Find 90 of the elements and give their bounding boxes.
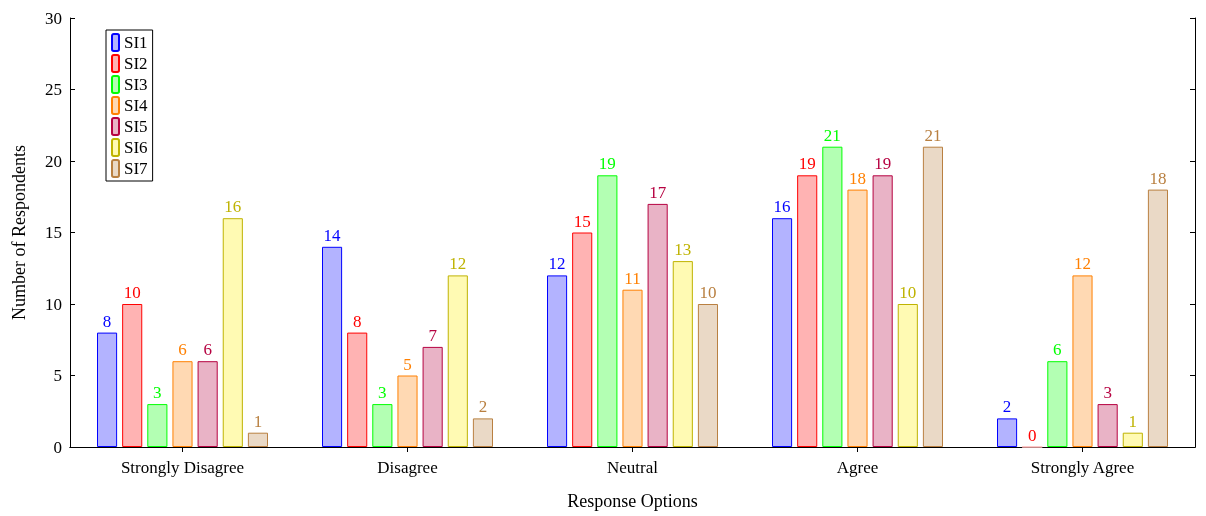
bar xyxy=(422,346,443,447)
legend-label: SI1 xyxy=(124,33,148,52)
legend-label: SI6 xyxy=(124,138,148,157)
x-tick-label: Strongly Disagree xyxy=(120,458,245,477)
x-tick-label: Strongly Agree xyxy=(1030,458,1135,477)
data-label: 10 xyxy=(899,283,917,302)
data-label: 5 xyxy=(403,354,412,374)
bar xyxy=(97,332,118,447)
y-tick-label: 5 xyxy=(53,366,62,385)
data-label: 14 xyxy=(323,225,342,245)
bar xyxy=(872,175,893,447)
data-label: 16 xyxy=(224,197,242,217)
data-label: 6 xyxy=(178,340,187,360)
data-label: 16 xyxy=(773,197,791,217)
data-label: 8 xyxy=(102,311,112,331)
data-label: 19 xyxy=(874,154,892,174)
legend-label: SI5 xyxy=(124,117,148,136)
bar xyxy=(997,418,1018,447)
data-label: 10 xyxy=(123,283,141,302)
y-tick-label: 10 xyxy=(45,294,62,314)
data-label: 13 xyxy=(674,240,692,260)
data-label: 19 xyxy=(798,154,816,174)
bar xyxy=(647,203,668,447)
bar xyxy=(1122,432,1143,447)
bar xyxy=(797,175,818,447)
data-label: 21 xyxy=(924,125,942,145)
legend-label: SI2 xyxy=(124,54,148,73)
bar xyxy=(822,146,843,447)
bar xyxy=(847,189,868,447)
bar xyxy=(247,432,268,447)
data-label: 11 xyxy=(624,268,641,288)
y-axis-title: Number of Respondents xyxy=(9,145,29,320)
data-label: 3 xyxy=(378,383,387,403)
data-label: 17 xyxy=(649,182,667,202)
bar xyxy=(622,289,643,447)
x-tick-label: Neutral xyxy=(607,458,659,477)
bar xyxy=(572,232,593,447)
data-label: 2 xyxy=(478,397,488,417)
data-label: 15 xyxy=(573,211,591,231)
y-tick-label: 15 xyxy=(45,223,62,242)
x-axis-title: Response Options xyxy=(567,491,698,511)
data-label: 10 xyxy=(699,283,717,302)
data-label: 12 xyxy=(1074,254,1091,274)
bar xyxy=(147,404,168,447)
y-tick-label: 20 xyxy=(45,151,62,171)
legend-label: SI7 xyxy=(124,159,149,178)
bar xyxy=(672,261,693,447)
bar xyxy=(1072,275,1093,447)
bar xyxy=(347,332,368,447)
y-tick-label: 30 xyxy=(45,8,62,28)
bar xyxy=(1047,361,1068,447)
data-label: 0 xyxy=(1027,425,1037,445)
bar xyxy=(772,218,793,447)
bar xyxy=(447,275,468,447)
data-label: 6 xyxy=(203,340,212,360)
y-tick-label: 0 xyxy=(53,437,62,457)
bar xyxy=(1147,189,1168,447)
bar xyxy=(122,304,143,447)
bar xyxy=(397,375,418,447)
data-label: 18 xyxy=(849,168,866,188)
bar xyxy=(222,218,243,447)
data-label: 1 xyxy=(253,411,263,431)
bar xyxy=(172,361,193,447)
legend-label: SI4 xyxy=(124,96,149,115)
data-label: 3 xyxy=(1103,383,1112,403)
data-label: 8 xyxy=(352,311,362,331)
bar xyxy=(1097,404,1118,447)
x-tick-label: Disagree xyxy=(377,458,438,477)
data-label: 12 xyxy=(548,254,566,274)
data-label: 21 xyxy=(823,125,841,145)
bar xyxy=(697,304,718,447)
bar xyxy=(322,246,343,447)
data-label: 3 xyxy=(153,383,162,403)
x-tick-label: Agree xyxy=(836,458,879,477)
bar xyxy=(372,404,393,447)
bar xyxy=(547,275,568,447)
data-label: 6 xyxy=(1053,340,1062,360)
data-label: 18 xyxy=(1149,168,1167,188)
bar xyxy=(197,361,218,447)
bar xyxy=(922,146,943,447)
legend-label: SI3 xyxy=(124,75,148,94)
data-label: 12 xyxy=(449,254,467,274)
data-label: 2 xyxy=(1002,397,1012,417)
bar xyxy=(472,418,493,447)
data-label: 7 xyxy=(428,325,438,345)
bar xyxy=(597,175,618,447)
data-label: 19 xyxy=(598,154,616,174)
bar xyxy=(897,304,918,447)
data-label: 1 xyxy=(1128,411,1138,431)
y-tick-label: 25 xyxy=(45,80,62,99)
